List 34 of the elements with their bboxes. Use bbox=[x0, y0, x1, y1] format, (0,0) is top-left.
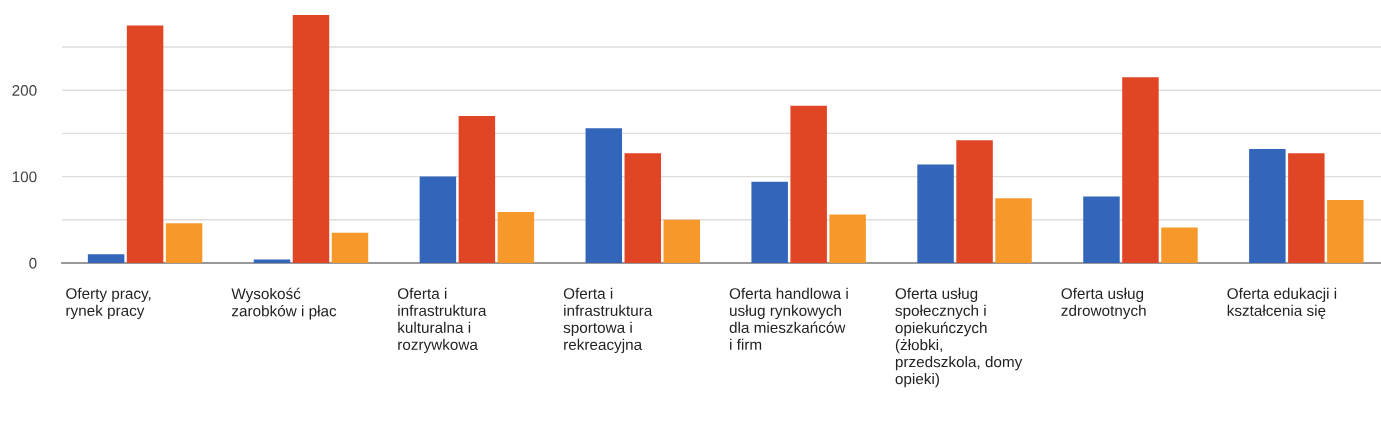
bar bbox=[1083, 196, 1120, 263]
bar bbox=[917, 164, 954, 263]
bar bbox=[585, 128, 623, 263]
x-tick-label: Oferty pracy, rynek pracy bbox=[66, 287, 151, 320]
bar bbox=[497, 212, 535, 263]
x-tick-label: Oferta usług zdrowotnych bbox=[1061, 287, 1146, 320]
y-tick-label: 200 bbox=[12, 85, 37, 96]
bar bbox=[87, 254, 125, 263]
x-tick-label: Oferta i infrastruktura sportowa i rekreacyjna bbox=[563, 287, 653, 354]
bar bbox=[458, 116, 496, 263]
x-tick-label: Oferta edukacji i kształcenia się bbox=[1227, 287, 1337, 320]
bar bbox=[751, 181, 788, 263]
bar bbox=[1161, 227, 1198, 263]
bar bbox=[1288, 153, 1325, 263]
bar bbox=[165, 223, 203, 263]
x-tick-label: Oferta handlowa i usług rynkowych dla mieszkańców i firm bbox=[729, 287, 848, 350]
y-tick-label: 0 bbox=[29, 257, 37, 269]
bar bbox=[624, 153, 662, 263]
bar bbox=[126, 25, 164, 263]
bar bbox=[1327, 199, 1364, 263]
bar bbox=[1122, 77, 1159, 263]
x-tick-label: Oferta usług społecznych i opiekuńczych (żłobki, przedszkola, domy opieki) bbox=[895, 287, 1023, 388]
bar bbox=[995, 198, 1032, 263]
bar bbox=[956, 140, 993, 263]
bar bbox=[829, 214, 866, 263]
bar bbox=[419, 176, 457, 263]
bar bbox=[292, 15, 330, 263]
bar bbox=[1249, 148, 1286, 263]
bar bbox=[331, 232, 369, 263]
y-tick-label: 100 bbox=[12, 171, 37, 183]
bar bbox=[790, 105, 827, 263]
bar bbox=[663, 219, 701, 263]
x-tick-label: Oferta i infrastruktura kulturalna i rozrywkowa bbox=[397, 287, 487, 354]
x-tick-label: Wysokość zarobków i płac bbox=[231, 287, 337, 320]
